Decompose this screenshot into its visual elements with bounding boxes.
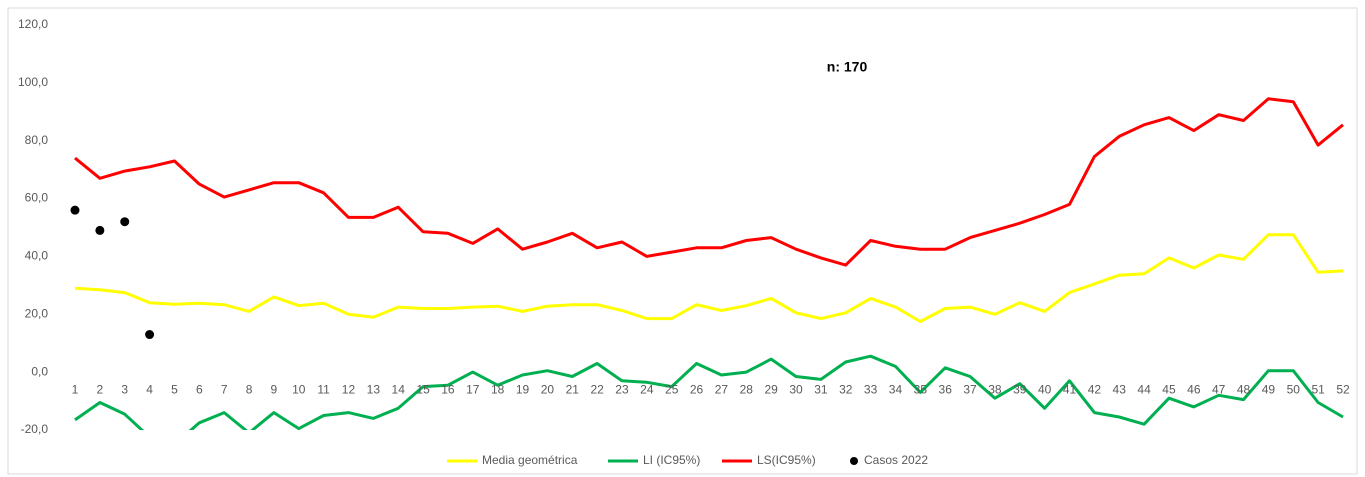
legend-label: LI (IC95%) [643,453,700,467]
x-tick-label: 41 [1063,382,1077,396]
x-tick-label: 27 [715,382,729,396]
x-tick-label: 49 [1262,382,1276,396]
x-tick-label: 35 [914,382,928,396]
x-tick-label: 28 [740,382,754,396]
x-tick-label: 19 [516,382,530,396]
legend-label: LS(IC95%) [757,453,816,467]
chart-border [7,7,1358,475]
x-tick-label: 30 [789,382,803,396]
y-tick-label: 80,0 [25,133,49,147]
x-tick-label: 38 [988,382,1002,396]
x-tick-label: 18 [491,382,505,396]
series-line [74,354,1344,430]
x-tick-label: 25 [665,382,679,396]
x-tick-label: 32 [839,382,853,396]
x-tick-label: 12 [342,382,356,396]
data-point [145,330,155,340]
x-tick-label: 10 [292,382,306,396]
x-tick-label: 51 [1311,382,1325,396]
series-line [74,97,1344,267]
x-tick-label: 52 [1336,382,1350,396]
y-tick-label: 20,0 [25,306,49,320]
x-tick-label: 7 [221,382,228,396]
x-tick-label: 4 [146,382,153,396]
x-tick-label: 42 [1088,382,1102,396]
x-tick-label: 16 [441,382,455,396]
x-tick-label: 6 [196,382,203,396]
x-tick-label: 20 [541,382,555,396]
x-tick-label: 26 [690,382,704,396]
plot-area [70,97,1344,430]
series-line [74,233,1344,323]
x-tick-label: 40 [1038,382,1052,396]
x-tick-label: 22 [590,382,604,396]
x-tick-label: 33 [864,382,878,396]
y-tick-label: 60,0 [25,191,49,205]
y-tick-label: 0,0 [31,364,48,378]
x-tick-label: 13 [367,382,381,396]
x-tick-label: 31 [814,382,828,396]
data-point [120,217,130,227]
legend-label: Casos 2022 [864,453,928,467]
legend-marker [850,457,858,465]
x-tick-label: 2 [97,382,104,396]
x-tick-label: 3 [121,382,128,396]
x-tick-label: 1 [72,382,79,396]
y-tick-label: 40,0 [25,249,49,263]
x-tick-label: 5 [171,382,178,396]
x-tick-label: 37 [963,382,977,396]
x-tick-label: 45 [1162,382,1176,396]
data-point [95,225,105,235]
x-tick-label: 24 [640,382,654,396]
x-tick-label: 50 [1287,382,1301,396]
x-tick-label: 8 [246,382,253,396]
x-tick-label: 11 [317,382,330,396]
x-tick-label: 39 [1013,382,1027,396]
x-tick-label: 15 [416,382,430,396]
y-tick-label: 100,0 [18,75,48,89]
x-tick-label: 43 [1113,382,1127,396]
x-tick-label: 36 [939,382,953,396]
x-tick-label: 29 [764,382,778,396]
x-tick-label: 17 [466,382,480,396]
x-tick-label: 48 [1237,382,1251,396]
x-tick-label: 14 [392,382,406,396]
y-tick-label: -20,0 [21,422,49,436]
legend-label: Media geométrica [482,453,578,467]
x-tick-label: 23 [615,382,629,396]
x-tick-label: 34 [889,382,903,396]
annotation: n: 170 [827,59,868,75]
x-tick-label: 44 [1137,382,1151,396]
x-tick-label: 46 [1187,382,1201,396]
x-tick-label: 21 [566,382,580,396]
x-tick-label: 47 [1212,382,1226,396]
x-tick-label: 9 [271,382,278,396]
y-tick-label: 120,0 [18,17,48,31]
data-point [70,205,80,215]
